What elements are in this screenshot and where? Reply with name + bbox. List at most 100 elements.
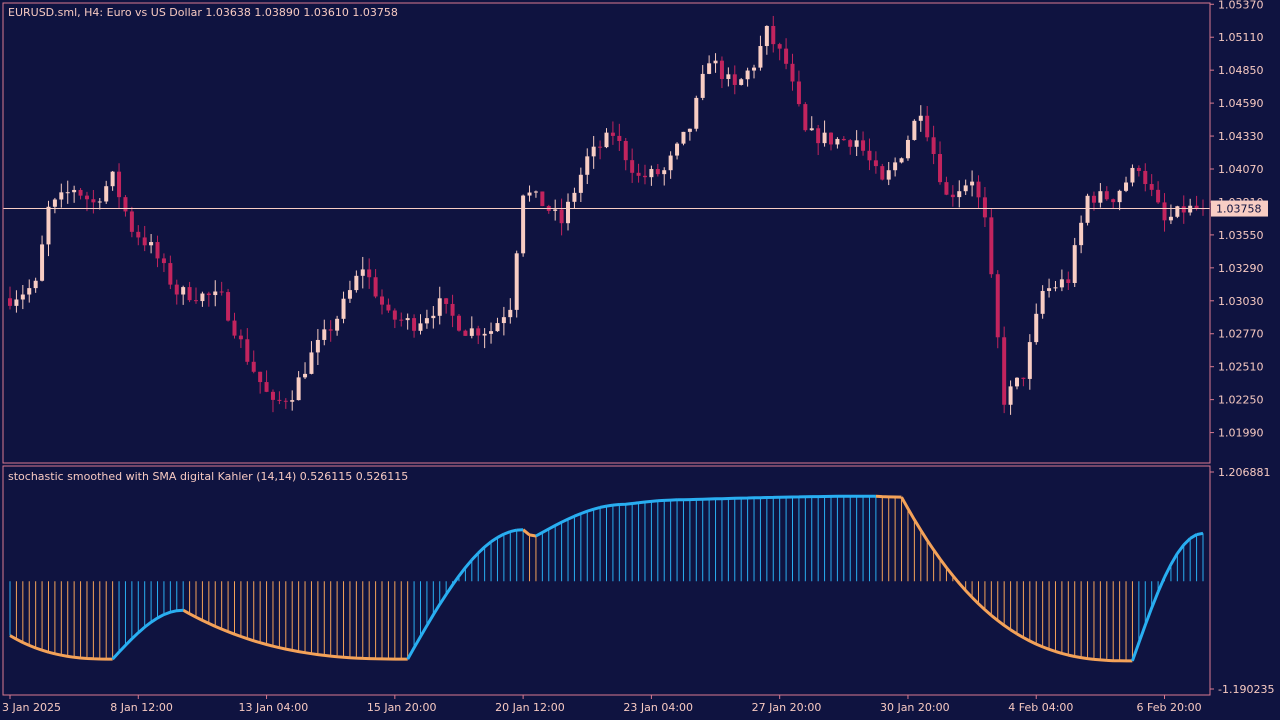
candle-body	[78, 189, 83, 196]
candle	[617, 123, 622, 151]
candle-body	[360, 269, 365, 276]
candle-body	[623, 140, 628, 161]
candle	[405, 313, 410, 330]
candle	[675, 142, 680, 160]
candle-body	[694, 97, 699, 129]
candle-body	[258, 371, 263, 383]
candle-body	[20, 294, 25, 300]
candle-body	[450, 303, 455, 316]
candle	[809, 116, 814, 131]
candle	[886, 162, 891, 186]
candle-body	[989, 217, 994, 275]
candle-body	[796, 81, 801, 105]
candle-body	[803, 104, 808, 131]
candle	[431, 306, 436, 329]
candle-body	[1014, 377, 1019, 387]
candle	[335, 315, 340, 336]
candle-body	[1079, 222, 1084, 246]
candle-body	[687, 128, 692, 132]
stochastic-panel[interactable]: stochastic smoothed with SMA digital Kah…	[2, 465, 1211, 696]
candle-body	[957, 191, 962, 198]
candle-body	[328, 329, 333, 331]
indicator-title: stochastic smoothed with SMA digital Kah…	[8, 470, 408, 483]
candle	[40, 235, 45, 282]
candle	[412, 314, 417, 338]
candle	[764, 25, 769, 55]
candle	[873, 151, 878, 174]
candle-body	[52, 199, 57, 207]
candle	[912, 119, 917, 141]
candle-body	[309, 352, 314, 374]
candle-body	[514, 253, 519, 310]
candle-body	[456, 315, 461, 331]
candle-body	[136, 231, 141, 238]
candle-body	[476, 328, 481, 336]
candle-body	[527, 192, 532, 196]
candle-body	[873, 160, 878, 167]
candle-body	[290, 400, 295, 402]
candle	[168, 255, 173, 290]
candle-body	[117, 171, 122, 198]
candle-body	[918, 115, 923, 121]
candle	[1149, 174, 1154, 197]
candle-body	[841, 138, 846, 141]
candle	[578, 167, 583, 203]
candle-body	[950, 194, 955, 198]
candle	[707, 55, 712, 75]
candle	[950, 185, 955, 207]
candle	[1162, 193, 1167, 232]
price-panel-frame	[2, 2, 1211, 464]
candle-body	[905, 139, 910, 159]
price-tick-label: 1.05110	[1218, 31, 1264, 44]
candle-body	[655, 169, 660, 175]
stochastic-tick-label: -1.190235	[1218, 683, 1274, 696]
candle	[1130, 164, 1135, 187]
candle-body	[925, 115, 930, 138]
candle-body	[604, 132, 609, 148]
candle	[784, 38, 789, 70]
price-axis: 1.05370 1.05110 1.04850 1.04590 1.04330 1.040…	[1210, 0, 1268, 440]
candle-body	[59, 192, 64, 200]
candle-body	[1136, 167, 1141, 171]
candle	[315, 329, 320, 366]
candle	[1111, 198, 1116, 209]
candle	[290, 390, 295, 411]
candle	[495, 317, 500, 332]
candle	[104, 180, 109, 204]
candle	[161, 253, 166, 273]
candle	[354, 270, 359, 293]
stochastic-line-down	[9, 494, 1133, 663]
candle	[1117, 189, 1122, 211]
candle	[367, 258, 372, 289]
candle-body	[373, 277, 378, 297]
candle-body	[303, 373, 308, 378]
candle	[380, 289, 385, 315]
candle	[59, 183, 64, 208]
candle-body	[283, 400, 288, 402]
price-panel[interactable]: EURUSD.sml, H4: Euro vs US Dollar 1.0363…	[2, 2, 1211, 464]
candle	[636, 163, 641, 183]
candle	[84, 191, 89, 212]
time-tick-label: 27 Jan 20:00	[752, 701, 822, 714]
candle	[662, 167, 667, 186]
candle-body	[72, 189, 77, 193]
candle	[1059, 269, 1064, 292]
time-tick-label: 30 Jan 20:00	[880, 701, 950, 714]
candle	[598, 140, 603, 160]
candle	[174, 279, 179, 305]
candle	[232, 312, 237, 339]
candle	[790, 53, 795, 91]
price-tick-label: 1.04330	[1218, 130, 1264, 143]
candle	[20, 284, 25, 310]
candle-body	[1130, 167, 1135, 183]
candle	[322, 319, 327, 346]
candle-body	[886, 170, 891, 180]
candle-body	[1040, 290, 1045, 314]
candle-body	[1047, 288, 1052, 291]
candle	[585, 148, 590, 185]
stochastic-tick-label: 1.206881	[1218, 466, 1271, 479]
candle-body	[412, 318, 417, 331]
candle	[976, 175, 981, 209]
candle	[610, 121, 615, 145]
candle-body	[1117, 190, 1122, 203]
